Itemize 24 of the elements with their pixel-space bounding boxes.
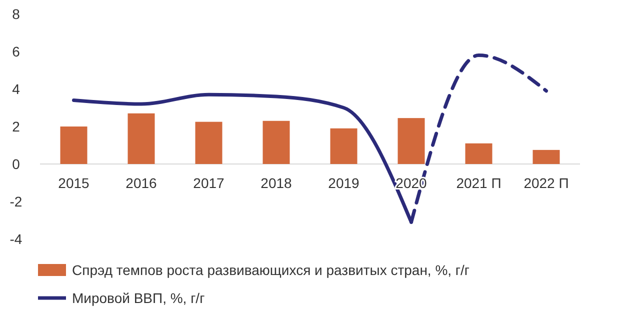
x-tick-label: 2017 <box>193 175 225 191</box>
legend-label: Спрэд темпов роста развивающихся и развитых стран, %, г/г <box>72 262 470 278</box>
bar <box>195 122 222 164</box>
bar <box>465 143 492 164</box>
x-tick-label: 2016 <box>126 175 158 191</box>
y-tick-label: 8 <box>12 6 20 22</box>
y-tick-label: 4 <box>12 80 20 97</box>
x-tick-label: 2018 <box>260 175 292 191</box>
y-tick-label: -4 <box>10 230 22 247</box>
x-tick-label: 2015 <box>58 175 90 191</box>
bar <box>330 128 358 164</box>
x-tick-label: 2021 П <box>456 175 502 191</box>
bar <box>128 113 155 164</box>
y-tick-label: 2 <box>12 118 20 134</box>
bar <box>398 118 425 164</box>
y-tick-label: -2 <box>10 193 22 210</box>
bar <box>60 126 88 164</box>
x-tick-label: 2022 П <box>524 175 569 191</box>
bar <box>262 120 290 164</box>
x-tick-label: 2019 <box>328 175 360 191</box>
y-tick-label: 6 <box>12 43 20 60</box>
bar <box>532 150 560 164</box>
legend-label: Мировой ВВП, %, г/г <box>72 290 205 306</box>
y-tick-label: 0 <box>12 156 20 172</box>
